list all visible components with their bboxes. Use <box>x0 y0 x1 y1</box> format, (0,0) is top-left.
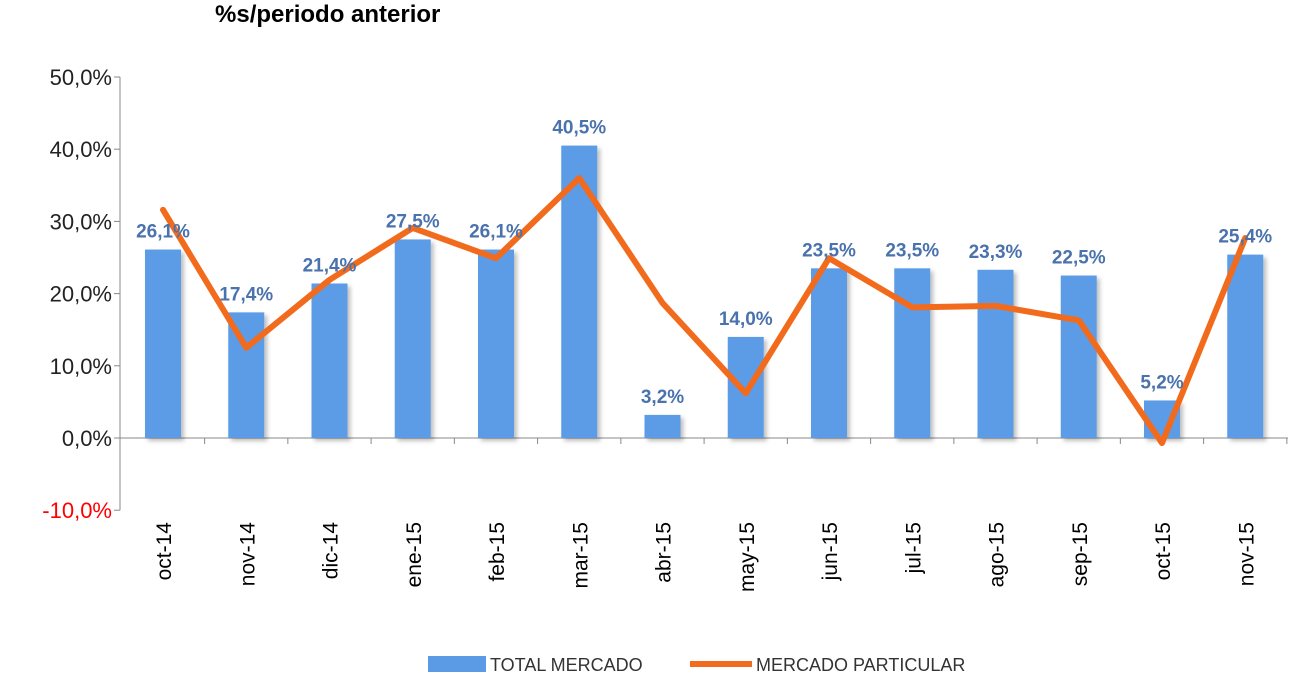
x-tick-label: may-15 <box>736 522 759 592</box>
bar-jul-15 <box>894 268 931 438</box>
x-tick-label: ene-15 <box>403 522 426 587</box>
x-tick-label: oct-15 <box>1152 522 1175 580</box>
x-tick-label: sep-15 <box>1069 522 1092 586</box>
data-labels: 26,1% 17,4% 21,4% 27,5% 26,1% 40,5% 3,2% 14,0% 2… <box>136 118 1272 408</box>
data-label-jun-15: 23,5% <box>802 240 856 261</box>
line-series <box>160 175 1249 447</box>
axes: -10,0% 0,0% 10,0% 20,0% 30,0% 40,0% 50,0% oct-1… <box>42 65 1288 592</box>
x-tick-label: oct-14 <box>153 522 176 581</box>
y-tick-label: 0,0% <box>62 426 112 451</box>
data-label-abr-15: 3,2% <box>641 387 684 408</box>
bar-feb-15 <box>478 249 514 438</box>
bar-may-15 <box>727 336 764 438</box>
data-label-mar-15: 40,5% <box>552 118 606 139</box>
bar-ene-15 <box>394 239 431 438</box>
data-label-oct-15: 5,2% <box>1140 372 1183 393</box>
data-label-jul-15: 23,5% <box>885 240 939 261</box>
x-tick-label: dic-14 <box>320 522 343 580</box>
data-label-ago-15: 23,3% <box>969 242 1023 263</box>
chart-title: %s/periodo anterior <box>215 1 440 28</box>
bar-abr-15 <box>644 414 681 438</box>
legend-swatch-total-mercado <box>428 656 486 672</box>
x-tick-label: mar-15 <box>569 522 592 589</box>
data-label-nov-14: 17,4% <box>219 284 273 305</box>
bar-series <box>145 145 1264 438</box>
y-tick-label: 40,0% <box>50 137 112 162</box>
legend-label-total-mercado: TOTAL MERCADO <box>490 655 643 675</box>
x-tick-label: nov-15 <box>1235 522 1258 586</box>
bar-dic-14 <box>311 283 348 438</box>
y-tick-label: 30,0% <box>50 209 112 234</box>
x-tick-label: feb-15 <box>486 522 509 582</box>
data-label-ene-15: 27,5% <box>386 211 440 232</box>
y-tick-label: -10,0% <box>42 498 112 523</box>
data-label-sep-15: 22,5% <box>1052 248 1106 269</box>
data-label-dic-14: 21,4% <box>303 255 357 276</box>
y-tick-label: 10,0% <box>50 354 112 379</box>
legend-label-mercado-particular: MERCADO PARTICULAR <box>756 655 965 675</box>
x-tick-label: jul-15 <box>902 522 925 574</box>
data-label-oct-14: 26,1% <box>136 222 190 243</box>
y-tick-label: 20,0% <box>50 282 112 307</box>
legend: TOTAL MERCADO MERCADO PARTICULAR <box>428 655 965 675</box>
x-tick-label: nov-14 <box>236 522 259 587</box>
line-mercado-particular <box>160 175 1249 447</box>
bar-ago-15 <box>977 269 1014 438</box>
x-tick-label: abr-15 <box>653 522 676 583</box>
data-label-feb-15: 26,1% <box>469 222 523 243</box>
x-tick-label: ago-15 <box>986 522 1009 587</box>
bar-oct-14 <box>145 249 181 438</box>
y-tick-label: 50,0% <box>50 65 112 90</box>
bar-nov-15 <box>1227 254 1264 438</box>
bar-sep-15 <box>1060 275 1097 438</box>
data-label-nov-15: 25,4% <box>1218 227 1272 248</box>
x-tick-label: jun-15 <box>819 522 842 581</box>
bar-jun-15 <box>811 268 847 438</box>
data-label-may-15: 14,0% <box>719 309 773 330</box>
